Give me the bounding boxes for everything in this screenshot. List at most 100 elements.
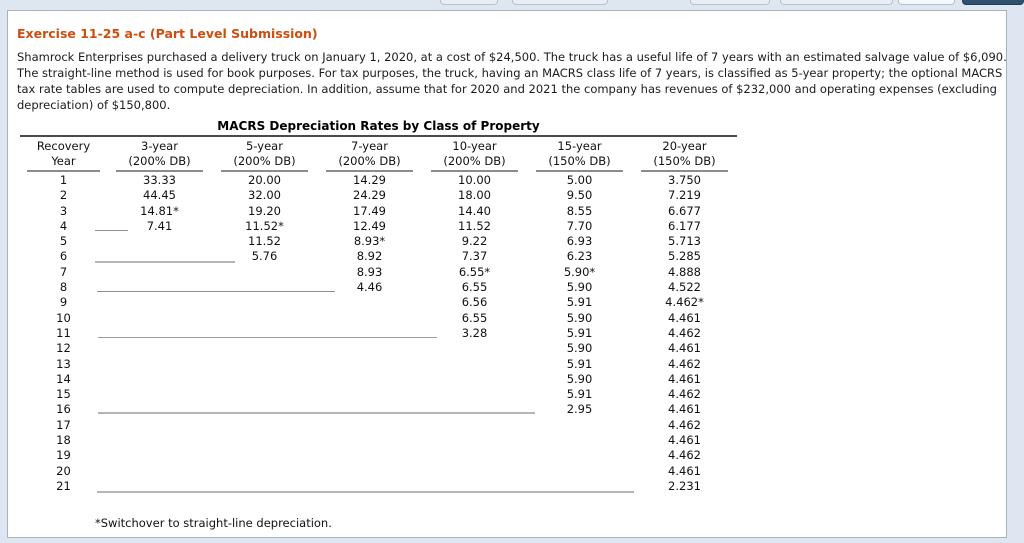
cell-rate: 5.285 [668,249,701,264]
header-line1: 5-year [246,139,283,153]
cell-rate [317,341,422,356]
cell-rate [317,311,422,326]
cell-rate: 33.33 [143,173,176,187]
toolbar-button[interactable] [440,0,498,5]
header-10-year: 10-year (200% DB) [422,139,527,172]
cell-rate [107,280,212,295]
cell-rate [107,402,212,417]
header-line2: (200% DB) [233,153,296,168]
cell-rate [422,402,527,417]
cell-rate [317,295,422,310]
cell-rate [107,387,212,402]
cell-rate [212,433,317,448]
cell-rate: 5.00 [566,173,593,187]
cell-rate [107,265,212,280]
cell-rate [527,448,632,463]
cell-rate [317,326,422,341]
cell-rate: 8.93* [353,234,386,249]
cell-recovery-year: 17 [56,417,71,432]
cell-recovery-year: 5 [59,234,68,249]
cell-rate: 6.23 [566,249,593,264]
cell-rate [422,341,527,356]
cell-recovery-year: 10 [56,310,71,325]
cell-rate: 14.40 [458,203,491,218]
cell-rate [107,326,212,341]
toolbar-button[interactable] [690,0,770,5]
cell-rate: 20.00 [248,173,281,187]
cell-rate [212,280,317,295]
cell-recovery-year: 11 [56,325,71,340]
cell-rate [422,418,527,433]
header-line2: (200% DB) [338,153,401,168]
column-end-underline-3yr [95,230,128,231]
cell-rate: 4.461 [668,402,701,417]
cell-rate: 5.91 [566,356,593,371]
toolbar-button-primary[interactable] [962,0,1024,5]
header-line1: 7-year [351,139,388,153]
cell-rate: 3.750 [668,173,701,187]
cell-recovery-year: 3 [59,203,68,218]
cell-rate [212,402,317,417]
cell-recovery-year: 16 [56,402,71,417]
header-recovery-year: Recovery Year [20,139,107,172]
cell-rate [212,341,317,356]
cell-rate: 7.70 [566,218,593,233]
cell-rate [212,326,317,341]
cell-rate: 5.76 [251,249,278,264]
cell-rate: 14.81* [140,203,179,218]
cell-recovery-year: 4 [59,218,68,233]
cell-rate [422,357,527,372]
table-header-row: Recovery Year 3-year (200% DB) 5-year (2… [20,139,737,172]
column-end-underline-15yr [98,412,535,414]
cell-rate: 8.93 [356,264,383,279]
cell-rate [212,311,317,326]
header-line2: (200% DB) [443,153,506,168]
cell-rate: 7.219 [668,188,701,203]
column-end-underline-20yr [97,491,634,493]
cell-rate [527,418,632,433]
header-line2: (150% DB) [653,153,716,168]
cell-rate [107,234,212,249]
cell-rate [422,464,527,479]
cell-rate: 6.177 [668,218,701,233]
cell-rate: 19.20 [248,203,281,218]
cell-rate [107,464,212,479]
exercise-description: Shamrock Enterprises purchased a deliver… [17,50,1007,112]
cell-recovery-year: 12 [56,341,71,356]
header-line2: (200% DB) [128,153,191,168]
header-line1: 10-year [452,139,497,153]
cell-rate [212,418,317,433]
cell-rate [527,433,632,448]
cell-rate [317,372,422,387]
cell-recovery-year: 6 [59,249,68,264]
cell-rate [422,387,527,402]
cell-rate: 24.29 [353,188,386,203]
cell-recovery-year: 7 [59,264,68,279]
cell-rate: 32.00 [248,188,281,203]
toolbar-button[interactable] [512,0,608,5]
header-line1: 3-year [141,139,178,153]
cell-rate: 17.49 [353,203,386,218]
cell-rate [212,372,317,387]
cell-rate: 3.28 [461,325,488,340]
cell-rate [212,265,317,280]
cell-rate: 4.46 [356,280,383,295]
cell-recovery-year: 9 [59,295,68,310]
cell-rate [107,433,212,448]
cell-rate: 5.91 [566,325,593,340]
cell-rate: 6.55 [461,280,488,295]
toolbar-button[interactable] [780,0,893,5]
header-line1: 20-year [662,139,707,153]
exercise-panel: Exercise 11-25 a-c (Part Level Submissio… [7,10,1007,538]
cell-rate: 5.91 [566,387,593,402]
cell-rate [317,387,422,402]
cell-rate [107,357,212,372]
cell-recovery-year: 2 [59,188,68,203]
cell-rate: 10.00 [458,173,491,187]
table-body: 1 33.33 20.00 14.29 10.00 5.00 3.750 2 44.45 32.0… [20,173,737,494]
cell-rate: 6.56 [461,295,488,310]
cell-rate [317,433,422,448]
exercise-title: Exercise 11-25 a-c (Part Level Submissio… [17,26,318,41]
toolbar-button[interactable] [898,0,955,5]
cell-recovery-year: 13 [56,356,71,371]
